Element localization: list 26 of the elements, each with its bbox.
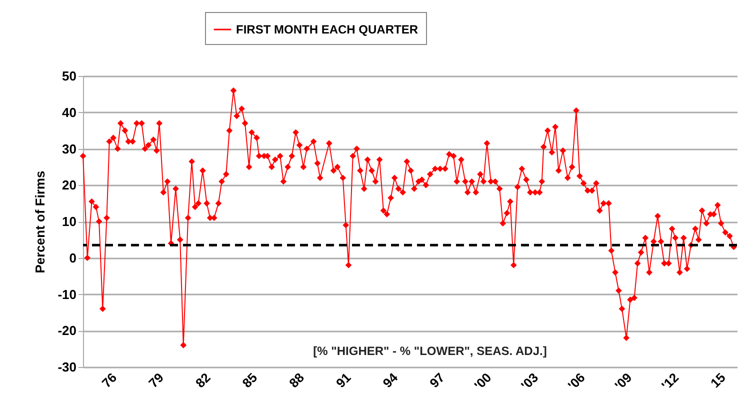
x-tick-label: '09 [612,370,635,393]
y-tick-label: 50 [62,68,76,84]
y-tick-label: 30 [62,141,76,156]
y-tick-label: -30 [58,360,76,374]
x-tick-label: 91 [332,370,354,391]
y-tick-label: 10 [62,214,76,229]
x-tick-label: 94 [380,369,402,391]
y-tick-label: 0 [69,250,76,266]
annotation: [% "HIGHER" - % "LOWER", SEAS. ADJ.] [313,344,547,358]
x-tick-label: '03 [518,370,542,393]
x-tick-label: 85 [239,370,260,391]
x-tick-label: 79 [146,370,166,391]
y-tick-label: 20 [62,178,76,193]
x-tick-label: '12 [658,370,682,393]
y-tick-label: -10 [58,286,76,302]
x-tick-label: 97 [426,370,448,391]
y-tick-label: -20 [58,323,76,338]
legend-label: FIRST MONTH EACH QUARTER [236,22,418,36]
x-tick-label: 88 [286,370,307,391]
x-tick-label: 82 [192,370,214,391]
x-tick-label: 15 [708,370,728,391]
x-tick-label: '06 [564,370,588,393]
y-tick-label: 40 [62,104,76,120]
x-tick-label: '00 [471,370,494,393]
y-axis-title: Percent of Firms [32,170,48,274]
x-tick-label: 76 [98,370,120,391]
